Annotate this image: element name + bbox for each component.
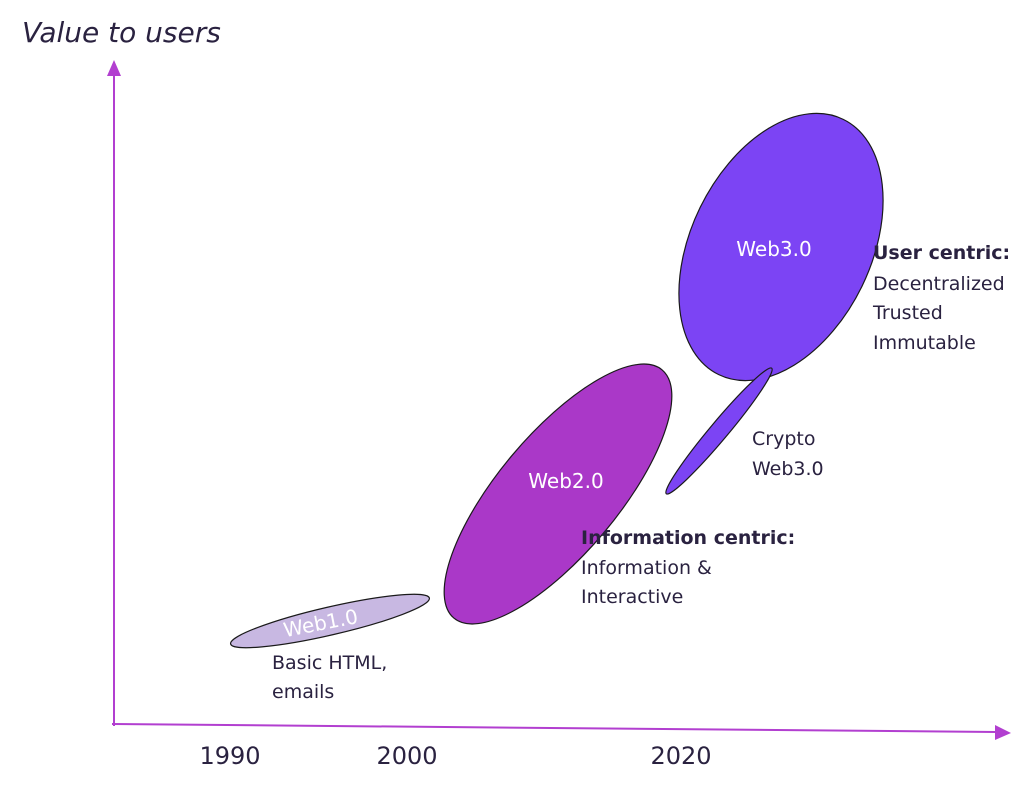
web2-label: Web2.0 [528,469,603,493]
web3-desc-line-1: Decentralized [873,273,1005,295]
web2-heading: Information centric: [581,527,795,549]
web3-label: Web3.0 [736,237,811,261]
x-axis-arrowhead [995,725,1011,740]
web3-desc-line-2: Trusted [872,302,943,324]
x-tick-2000: 2000 [376,742,437,770]
crypto-desc-line-1: Crypto [752,428,815,450]
web1-ellipse [229,593,431,649]
y-axis-arrowhead [107,60,121,76]
x-tick-1990: 1990 [199,742,260,770]
y-axis-title: Value to users [22,16,221,49]
web1-desc-line-2: emails [272,681,334,703]
web2-ellipse [443,363,673,625]
web3-heading: User centric: [873,242,1010,264]
x-axis [111,723,997,733]
crypto-ellipse [665,367,773,495]
web1-desc-line-1: Basic HTML, [272,652,387,674]
crypto-desc-line-2: Web3.0 [752,458,824,480]
web2-desc-line-2: Interactive [581,586,683,608]
x-tick-2020: 2020 [650,742,711,770]
web3-ellipse [678,112,884,382]
web3-desc-line-3: Immutable [873,332,976,354]
web2-desc-line-1: Information & [581,557,712,579]
